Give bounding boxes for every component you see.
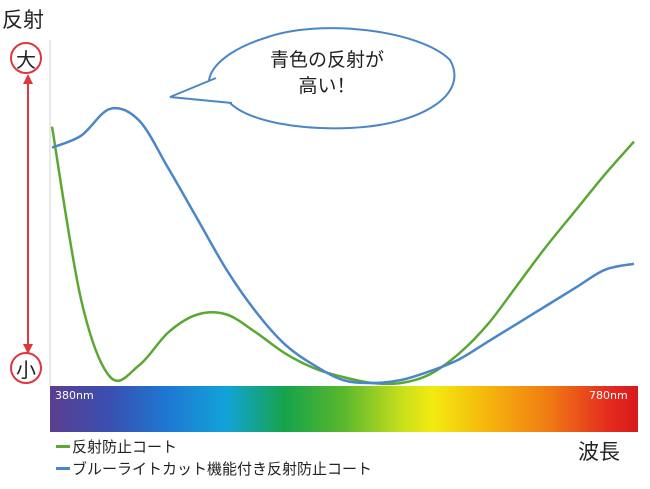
callout-line-1: 青色の反射が (269, 49, 384, 71)
x-axis-label: 波長 (578, 440, 620, 464)
x-range-start-label: 380nm (55, 389, 94, 402)
series-line-0 (50, 126, 635, 386)
legend-item-ar-coat: 反射防止コート (56, 436, 177, 457)
y-axis-label: 反射 (2, 8, 44, 32)
legend-label: ブルーライトカット機能付き反射防止コート (72, 460, 373, 478)
callout-pointer (169, 77, 233, 104)
scale-arrow-up-head (23, 74, 33, 84)
callout-text: 青色の反射が 高い！ (262, 47, 392, 99)
scale-arrow-down-head (23, 344, 33, 354)
callout-bubble (208, 27, 456, 130)
legend-swatch-blue (56, 467, 70, 470)
y-scale-high: 大 (10, 42, 42, 74)
spectrum-band (50, 386, 638, 432)
y-scale-low: 小 (10, 352, 42, 384)
series-layer (50, 106, 635, 386)
legend-label: 反射防止コート (72, 438, 178, 456)
legend-swatch-green (56, 445, 70, 448)
series-line-1 (51, 106, 635, 385)
legend-item-bluelight-coat: ブルーライトカット機能付き反射防止コート (56, 458, 372, 479)
x-range-end-label: 780nm (589, 389, 628, 402)
callout-line-2: 高い！ (298, 75, 356, 97)
